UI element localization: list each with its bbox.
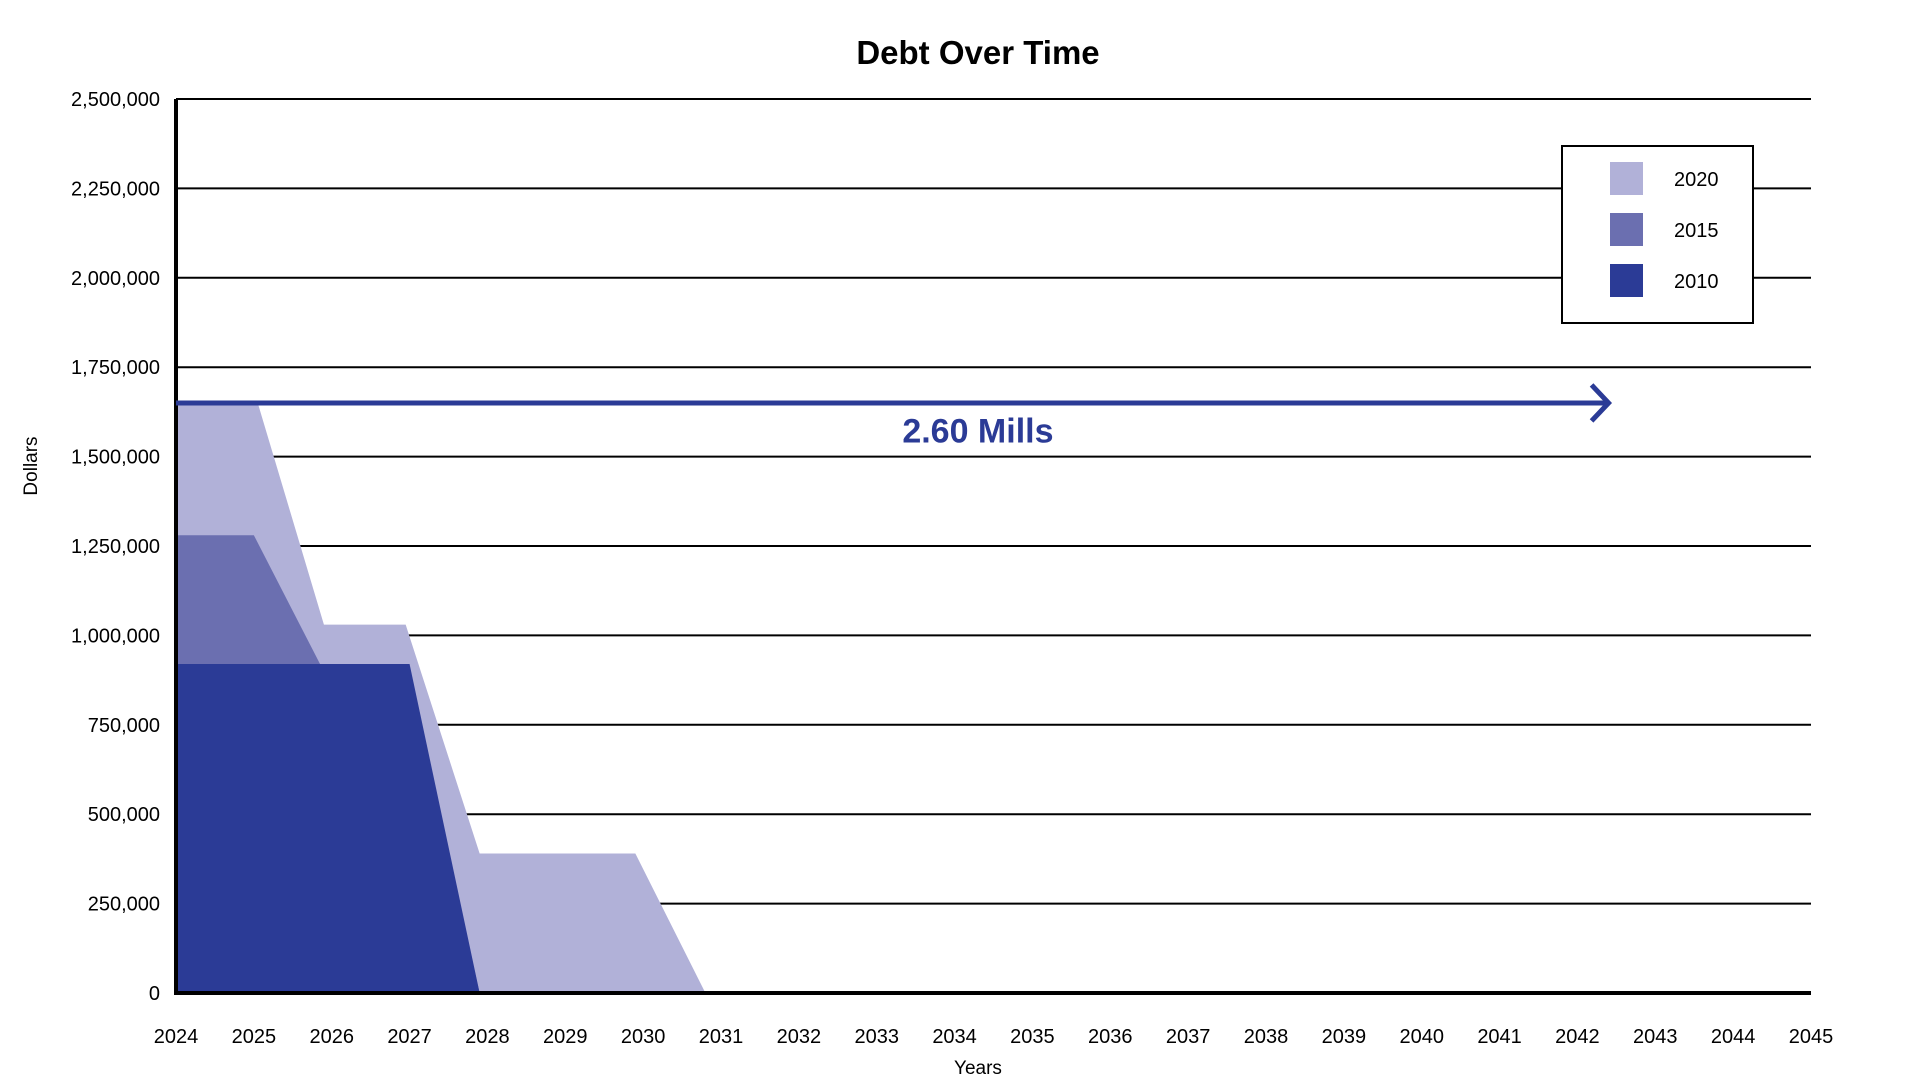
y-tick-label-6: 1,500,000	[71, 447, 160, 469]
annotation-label: 2.60 Mills	[902, 412, 1053, 450]
x-tick-label-2028: 2028	[465, 1026, 510, 1048]
x-tick-label-2035: 2035	[1010, 1026, 1055, 1048]
x-axis-label: Years	[954, 1058, 1002, 1079]
y-tick-label-9: 2,250,000	[71, 178, 160, 200]
y-tick-label-0: 0	[149, 983, 160, 1005]
x-tick-label-2031: 2031	[699, 1026, 744, 1048]
chart-title: Debt Over Time	[856, 34, 1099, 71]
y-tick-label-4: 1,000,000	[71, 625, 160, 647]
area-series-2010	[176, 664, 480, 993]
x-tick-label-2027: 2027	[387, 1026, 432, 1048]
legend-swatch-2015	[1610, 213, 1643, 246]
x-tick-label-2032: 2032	[777, 1026, 822, 1048]
y-tick-label-1: 250,000	[88, 894, 160, 916]
legend-swatch-2010	[1610, 264, 1643, 297]
y-tick-label-8: 2,000,000	[71, 268, 160, 290]
x-tick-label-2043: 2043	[1633, 1026, 1678, 1048]
x-tick-label-2036: 2036	[1088, 1026, 1133, 1048]
x-tick-label-2040: 2040	[1399, 1026, 1444, 1048]
x-tick-label-2038: 2038	[1244, 1026, 1289, 1048]
legend-label-2020: 2020	[1674, 169, 1719, 191]
x-tick-label-2026: 2026	[309, 1026, 354, 1048]
legend-box	[1561, 145, 1754, 324]
x-tick-label-2025: 2025	[232, 1026, 277, 1048]
y-tick-label-3: 750,000	[88, 715, 160, 737]
axes	[174, 99, 1811, 995]
x-tick-label-2042: 2042	[1555, 1026, 1600, 1048]
y-tick-label-5: 1,250,000	[71, 536, 160, 558]
y-tick-label-10: 2,500,000	[71, 89, 160, 111]
x-tick-label-2024: 2024	[154, 1026, 199, 1048]
x-tick-label-2029: 2029	[543, 1026, 588, 1048]
legend-swatch-2020	[1610, 162, 1643, 195]
x-tick-label-2033: 2033	[854, 1026, 899, 1048]
y-axis-label: Dollars	[21, 436, 42, 495]
annotation-arrow-head	[1589, 383, 1613, 423]
x-tick-label-2041: 2041	[1477, 1026, 1522, 1048]
y-axis-ticks: 0 250,000 500,000 750,000 1,000,000 1,250,000…	[71, 89, 160, 1005]
y-tick-label-2: 500,000	[88, 804, 160, 826]
x-tick-label-2034: 2034	[932, 1026, 977, 1048]
x-tick-label-2037: 2037	[1166, 1026, 1211, 1048]
legend: 2020 2015 2010	[1561, 145, 1754, 324]
area-series	[176, 402, 706, 994]
legend-label-2010: 2010	[1674, 271, 1719, 293]
x-tick-label-2039: 2039	[1322, 1026, 1367, 1048]
y-tick-label-7: 1,750,000	[71, 357, 160, 379]
x-tick-label-2044: 2044	[1711, 1026, 1756, 1048]
x-axis-ticks: 2024 2025 2026 2027 2028 2029 2030 2031 2032 2033…	[154, 1026, 1834, 1048]
legend-label-2015: 2015	[1674, 220, 1719, 242]
x-tick-label-2030: 2030	[621, 1026, 666, 1048]
x-tick-label-2045: 2045	[1789, 1026, 1834, 1048]
annotation: 2.60 Mills	[176, 383, 1613, 450]
